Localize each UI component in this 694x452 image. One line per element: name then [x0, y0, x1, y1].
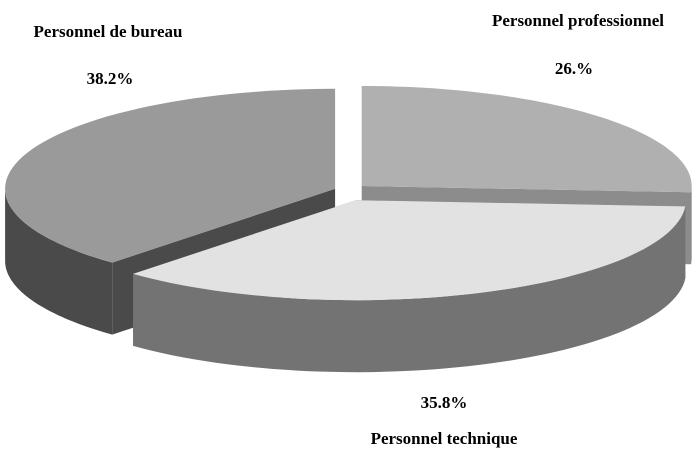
- value-label: 35.8%: [421, 393, 468, 412]
- slice: [361, 86, 692, 193]
- slice-side: [5, 188, 113, 335]
- category-label: Personnel professionnel: [492, 11, 664, 30]
- slice-side: [133, 206, 686, 373]
- value-label: 38.2%: [87, 69, 134, 88]
- slice: [133, 200, 686, 301]
- slice-side: [691, 186, 692, 265]
- slice: [5, 88, 336, 263]
- category-label: Personnel technique: [371, 429, 518, 448]
- value-label: 26.%: [555, 59, 593, 78]
- category-label: Personnel de bureau: [34, 22, 183, 41]
